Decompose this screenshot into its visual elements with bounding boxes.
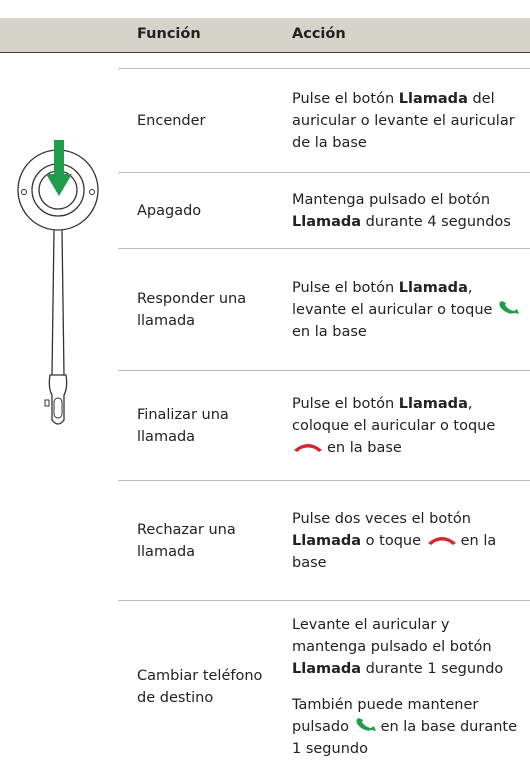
text: durante 1 segundo [361,660,504,677]
function-cell: Encender [137,113,206,129]
text: en la base [327,440,402,456]
table-row: Responder una llamada Pulse el botón Lla… [118,248,530,371]
end-call-icon [294,444,322,452]
text: Levante el auricular y mantenga pulsado … [292,616,492,655]
action-cell: Pulse dos veces el botón Llamada o toque… [292,481,528,601]
table-row: Cambiar teléfono de destino Levante el a… [118,600,530,772]
function-cell: Responder una llamada [137,291,247,329]
text: en la base [292,533,497,571]
text: Pulse dos veces el botón [292,511,471,527]
action-cell: Pulse el botón Llamada, coloque el auric… [292,371,528,481]
text: en la base durante 1 segundo [292,718,518,757]
bold-text: Llamada [398,280,468,296]
action-cell: Pulse el botón Llamada, levante el auric… [292,249,528,371]
bold-text: Llamada [398,396,468,412]
text: durante 4 segundos [361,214,511,230]
text: Mantenga pulsado el botón [292,192,491,208]
text: o toque [361,533,426,549]
table-row: Rechazar una llamada Pulse dos veces el … [118,480,530,601]
table-row: Encender Pulse el botón Llamada del auri… [118,68,530,173]
bold-text: Llamada [292,533,362,549]
bold-text: Llamada [398,91,468,107]
function-cell: Finalizar una llamada [137,407,229,445]
action-cell: Mantenga pulsado el botón Llamada durant… [292,173,528,249]
function-cell: Rechazar una llamada [137,522,236,560]
action-cell: Levante el auricular y mantenga pulsado … [292,601,528,772]
text: Pulse el botón [292,91,399,107]
bold-text: Llamada [292,660,362,677]
answer-icon [499,301,520,314]
end-call-icon [427,537,456,545]
table-header: Función Acción [0,18,530,53]
function-cell: Apagado [137,203,202,219]
action-cell: Pulse el botón Llamada del auricular o l… [292,69,528,173]
text: en la base [292,324,367,340]
header-action: Acción [292,26,346,42]
bold-text: Llamada [292,214,362,230]
text: del auricular o levante el auricular de … [292,91,515,151]
table-row: Finalizar una llamada Pulse el botón Lla… [118,370,530,481]
text: , coloque el auricular o toque [292,396,496,434]
text: También puede mantener pulsado [292,696,479,735]
answer-icon [355,717,376,731]
header-function: Función [137,26,201,42]
table-row: Apagado Mantenga pulsado el botón Llamad… [118,172,530,249]
text: Pulse el botón [292,280,399,296]
text: , levante el auricular o toque [292,280,498,318]
function-cell: Cambiar teléfono de destino [137,667,263,706]
headset-illustration [17,140,99,425]
text: Pulse el botón [292,396,399,412]
